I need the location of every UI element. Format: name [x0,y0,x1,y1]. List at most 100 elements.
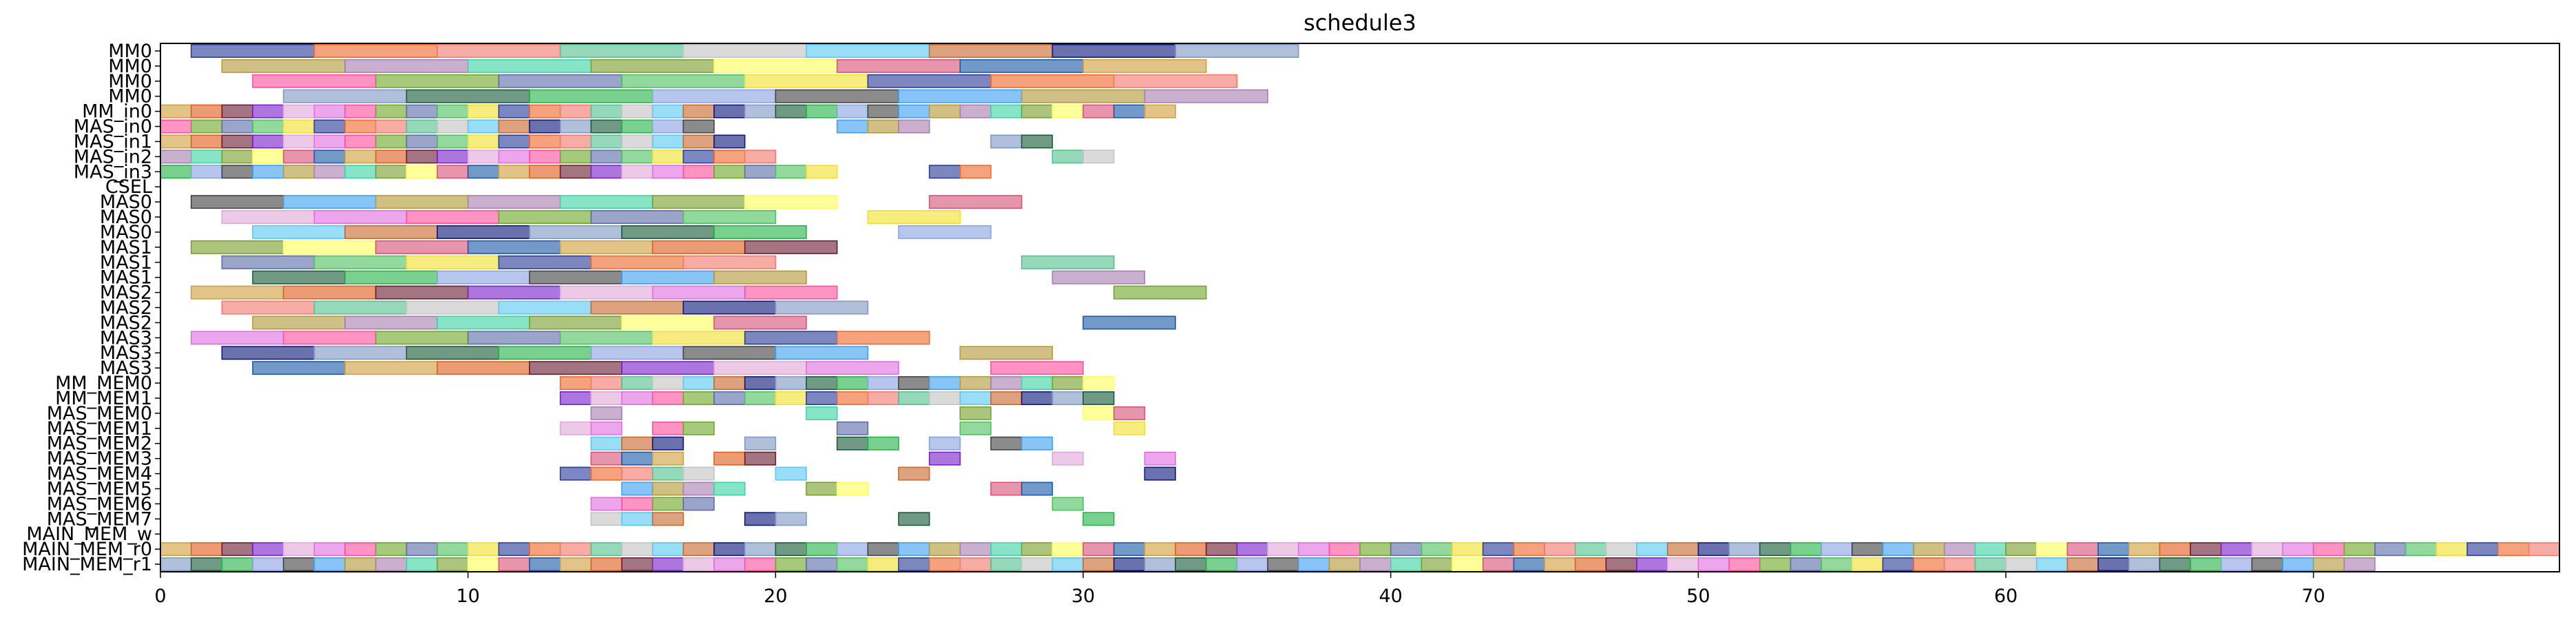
gantt-bar [221,346,315,360]
gantt-bar [1790,557,1822,572]
gantt-bar [621,270,715,285]
gantt-bar [313,557,346,572]
gantt-bar [2128,557,2161,572]
gantt-bar [651,421,684,435]
gantt-bar [313,149,346,164]
gantt-bar [529,165,561,179]
gantt-bar [1082,512,1115,526]
x-tick-label: 50 [1686,586,1710,607]
y-tick-label: MM_MEM0 [55,373,152,394]
gantt-bar [1974,557,2007,572]
gantt-bar [559,376,592,391]
gantt-bar [1020,482,1054,496]
gantt-bar [651,331,746,345]
gantt-bar [1697,542,1730,557]
gantt-bar [744,331,838,345]
gantt-bar [2312,557,2345,572]
gantt-bar [252,134,284,149]
gantt-bar [990,376,1023,391]
gantt-bar [744,74,869,88]
gantt-bar [651,89,777,103]
gantt-bar [1051,391,1084,405]
gantt-bar [313,134,346,149]
y-tick-label: MAS2 [100,282,152,304]
gantt-bar [590,421,622,435]
bars-layer [160,43,2560,572]
gantt-bar [867,74,992,88]
gantt-bar [252,165,284,179]
gantt-bar [836,119,869,134]
gantt-bar [836,436,869,451]
gantt-bar [959,59,1084,73]
gantt-bar [744,451,777,466]
gantt-bar [775,512,807,526]
gantt-bar [1421,542,1453,557]
gantt-bar [1821,557,1853,572]
gantt-bar [190,43,315,58]
gantt-bar [221,300,315,315]
gantt-bar [1544,542,1576,557]
gantt-bar [713,104,746,118]
gantt-bar [867,376,899,391]
gantt-bar [682,119,715,134]
gantt-bar [406,119,438,134]
gantt-bar [1636,542,1668,557]
y-tick-label: MAS1 [100,267,152,289]
gantt-bar [990,391,1023,405]
gantt-bar [2343,542,2376,557]
gantt-bar [836,331,930,345]
gantt-bar [221,165,253,179]
gantt-bar [1144,466,1176,481]
gantt-bar [2220,542,2253,557]
gantt-bar [190,240,284,254]
x-tick-label: 60 [1994,586,2018,607]
gantt-bar [1113,542,1146,557]
gantt-bar [1113,557,1146,572]
y-tick-label: MAS_in2 [74,146,152,167]
gantt-bar [928,542,961,557]
gantt-bar [1144,557,1176,572]
gantt-bar [590,512,622,526]
gantt-bar [713,149,746,164]
gantt-bar [2005,542,2038,557]
gantt-bar [836,482,869,496]
gantt-bar [836,104,869,118]
gantt-bar [590,119,622,134]
gantt-bar [467,285,561,300]
x-tick-label: 40 [1379,586,1402,607]
gantt-bar [651,497,684,511]
gantt-bar [160,134,192,149]
gantt-bar [282,134,315,149]
gantt-bar [744,104,777,118]
gantt-bar [1113,406,1146,420]
gantt-bar [928,557,961,572]
gantt-bar [437,149,469,164]
gantt-bar [375,542,408,557]
gantt-bar [590,210,684,225]
gantt-bar [898,391,930,405]
gantt-bar [252,225,346,239]
gantt-bar [2190,557,2222,572]
gantt-bar [2066,557,2099,572]
gantt-bar [1574,542,1607,557]
gantt-bar [282,149,315,164]
gantt-bar [867,436,899,451]
gantt-bar [1605,557,1637,572]
gantt-bar [682,466,715,481]
gantt-bar [744,512,777,526]
gantt-bar [806,376,838,391]
gantt-bar [1728,557,1761,572]
gantt-bar [775,542,807,557]
gantt-bar [898,89,1023,103]
gantt-bar [682,346,777,360]
gantt-bar [590,134,622,149]
gantt-bar [867,391,899,405]
gantt-bar [959,391,992,405]
gantt-bar [2128,542,2161,557]
gantt-bar [806,542,838,557]
y-tick-label: MAS0 [100,222,152,243]
y-tick-label: MAS_MEM3 [47,448,152,470]
gantt-bar [375,195,469,209]
gantt-bar [1082,149,1115,164]
gantt-bar [498,74,622,88]
